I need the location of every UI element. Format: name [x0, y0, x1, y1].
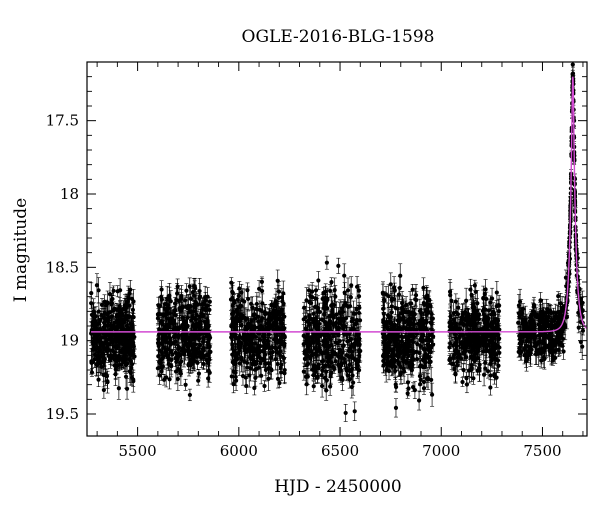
data-point: [196, 368, 202, 379]
data-point: [112, 356, 117, 375]
data-point: [102, 294, 107, 310]
x-tick-label: 6000: [220, 442, 258, 460]
data-point: [336, 257, 341, 274]
x-tick-label: 5500: [119, 442, 157, 460]
data-point: [421, 381, 427, 395]
chart-title: OGLE-2016-BLG-1598: [242, 27, 435, 47]
data-point: [107, 282, 113, 307]
data-point: [183, 378, 188, 391]
data-point: [278, 357, 283, 379]
data-points-layer: [89, 61, 586, 422]
data-point: [91, 334, 96, 355]
data-point: [393, 398, 399, 418]
data-point: [112, 316, 117, 330]
data-point: [114, 302, 120, 317]
data-point: [118, 278, 123, 303]
data-point: [125, 327, 130, 341]
data-point: [187, 388, 193, 402]
data-point: [130, 302, 135, 318]
x-tick-label: 7000: [422, 442, 460, 460]
x-axis-label: HJD - 2450000: [274, 477, 402, 497]
data-point: [461, 363, 466, 377]
data-point: [111, 285, 116, 297]
data-point: [120, 343, 125, 356]
data-point: [342, 263, 347, 288]
data-point: [492, 367, 497, 385]
data-point: [429, 367, 434, 393]
data-point: [262, 380, 267, 392]
model-curve: [91, 76, 588, 333]
data-point: [345, 277, 351, 303]
data-point: [244, 378, 249, 394]
data-point: [89, 282, 94, 304]
data-point: [417, 366, 423, 386]
data-point: [126, 312, 131, 322]
plot-frame: [86, 61, 588, 437]
data-point: [126, 340, 131, 364]
data-point: [131, 372, 136, 387]
x-tick-label: 6500: [321, 442, 359, 460]
data-point: [117, 332, 122, 352]
data-point: [570, 61, 575, 71]
y-tick-label: 17.5: [46, 112, 79, 130]
data-point: [313, 285, 319, 295]
data-point: [324, 255, 329, 270]
data-point: [354, 298, 359, 320]
y-tick-label: 19.5: [46, 405, 79, 423]
data-point: [96, 277, 101, 304]
data-point: [90, 350, 95, 374]
data-point: [343, 404, 348, 422]
data-point: [316, 271, 321, 290]
data-point: [460, 377, 465, 387]
x-tick-label: 7500: [523, 442, 561, 460]
data-point: [104, 368, 110, 384]
data-point: [398, 263, 403, 288]
data-point: [472, 279, 477, 292]
data-point: [116, 376, 121, 400]
data-point: [103, 326, 108, 343]
data-point: [488, 379, 493, 396]
data-point: [315, 372, 320, 383]
data-point: [352, 401, 357, 421]
data-point: [252, 380, 257, 396]
data-point: [108, 351, 113, 369]
y-axis-label: I magnitude: [11, 198, 31, 302]
data-point: [416, 390, 422, 411]
data-point: [464, 371, 469, 385]
data-point: [124, 378, 130, 400]
data-point: [92, 349, 98, 360]
data-point: [259, 367, 264, 385]
data-point: [196, 375, 201, 386]
data-point: [131, 303, 136, 331]
y-tick-label: 19: [60, 332, 79, 350]
data-point: [89, 368, 95, 377]
ticks-layer: 5500 6000 6500 7000 7500 17.5 18 18.5 19 19.5: [46, 62, 587, 460]
data-point: [91, 298, 96, 325]
data-point: [106, 336, 111, 363]
y-tick-label: 18: [60, 185, 79, 203]
data-point: [410, 284, 415, 296]
data-point: [429, 382, 435, 407]
data-point: [121, 314, 126, 330]
data-point: [100, 349, 105, 359]
y-tick-label: 18.5: [46, 258, 79, 276]
data-point: [123, 335, 128, 356]
data-point: [101, 305, 106, 329]
data-point: [128, 279, 133, 300]
data-point: [96, 302, 101, 321]
model-curve-layer: [91, 76, 588, 333]
data-point: [245, 282, 250, 298]
